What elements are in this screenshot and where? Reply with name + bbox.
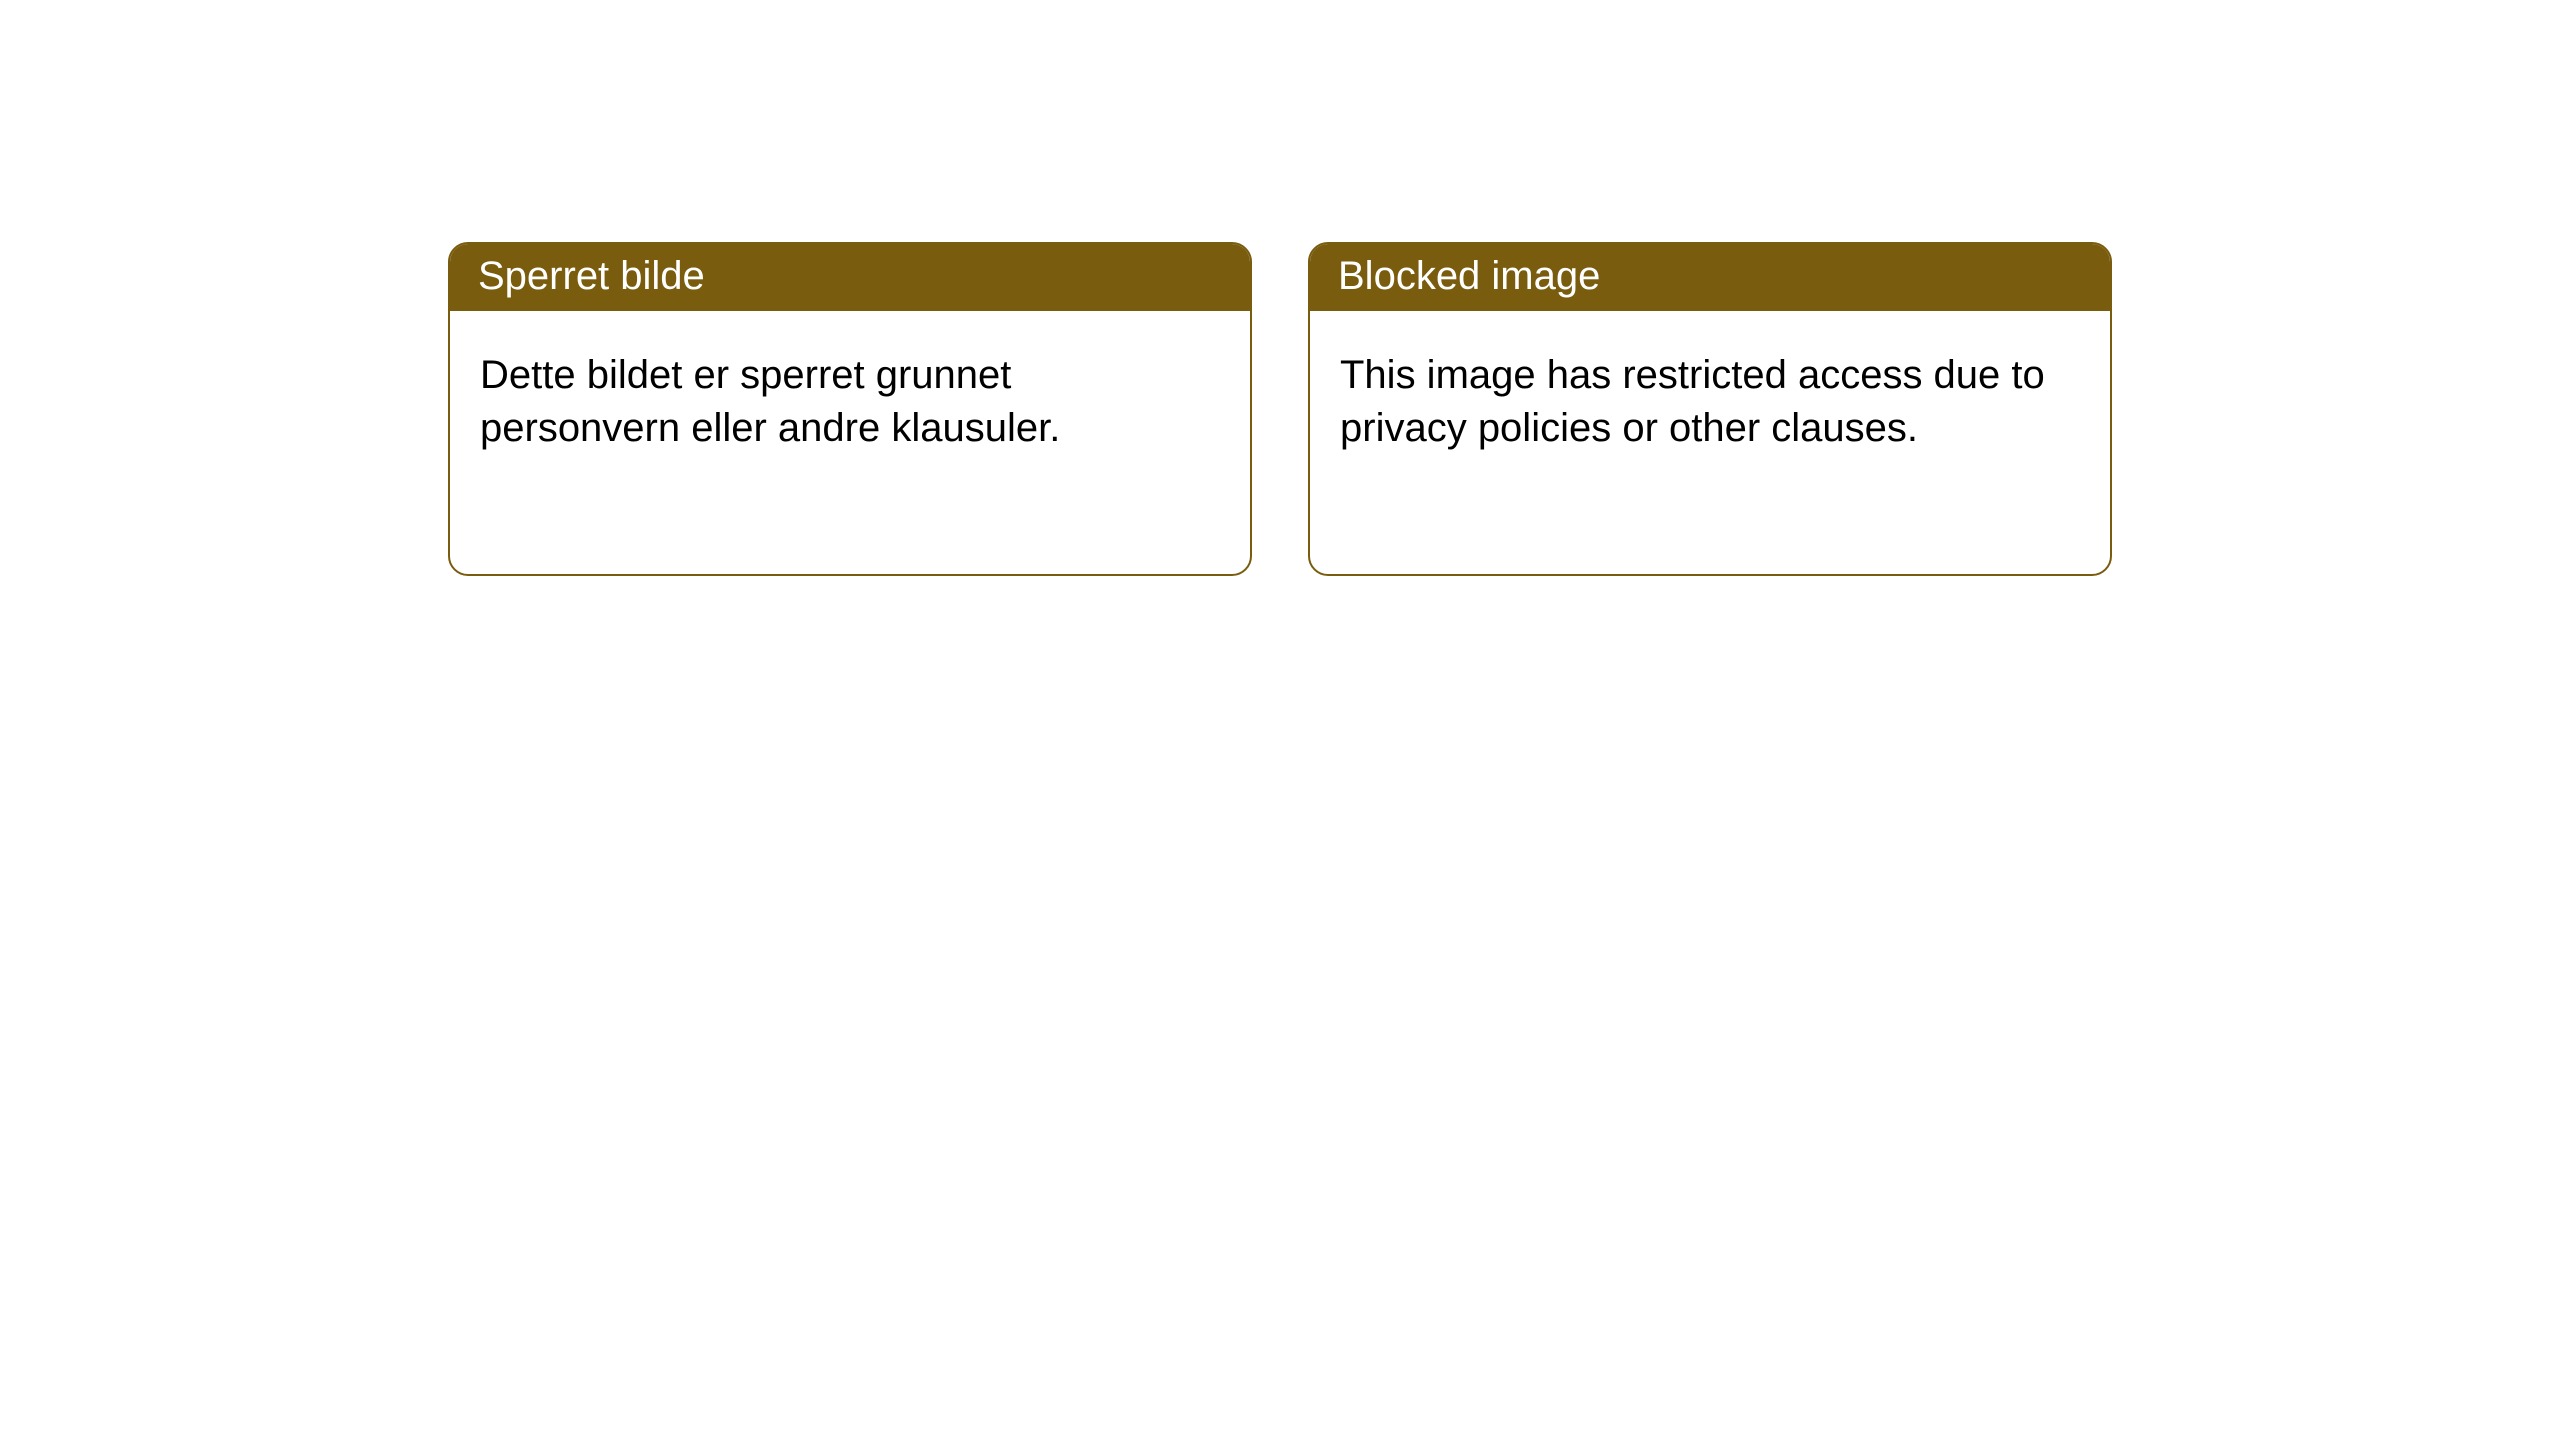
notice-title-norwegian: Sperret bilde — [450, 244, 1250, 311]
notice-card-english: Blocked image This image has restricted … — [1308, 242, 2112, 576]
notice-card-norwegian: Sperret bilde Dette bildet er sperret gr… — [448, 242, 1252, 576]
notice-body-norwegian: Dette bildet er sperret grunnet personve… — [450, 311, 1250, 493]
notice-body-english: This image has restricted access due to … — [1310, 311, 2110, 493]
notice-container: Sperret bilde Dette bildet er sperret gr… — [0, 0, 2560, 576]
notice-title-english: Blocked image — [1310, 244, 2110, 311]
